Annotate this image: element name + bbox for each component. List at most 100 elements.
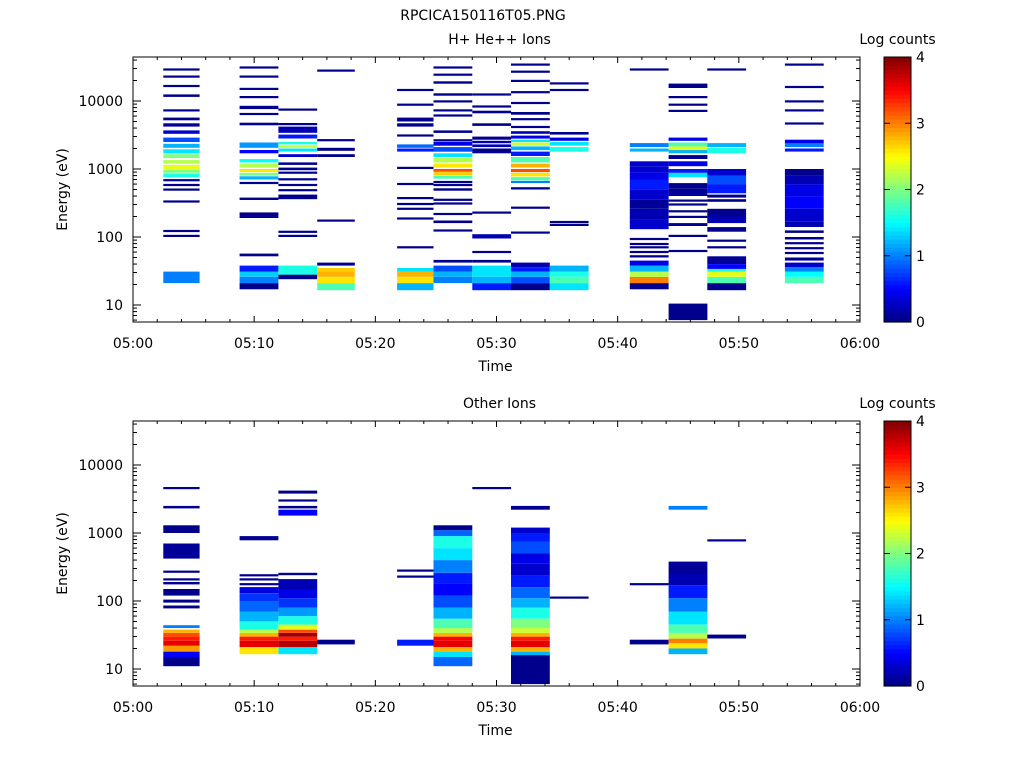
heatmap-cell [163, 487, 200, 490]
colorbar-segment [884, 127, 911, 133]
heatmap-cell [707, 147, 747, 154]
heatmap-cell [784, 100, 824, 103]
heatmap-cell [629, 237, 669, 241]
colorbar-tick-label: 0 [916, 315, 925, 331]
heatmap-cell [629, 199, 669, 209]
heatmap-cell [784, 169, 824, 176]
heatmap-cell [707, 227, 747, 232]
colorbar-segment [884, 309, 911, 315]
panel-title: H+ He++ Ions [448, 32, 551, 48]
heatmap-cell [707, 199, 747, 202]
heatmap-cell [239, 253, 279, 257]
colorbar-segment [884, 247, 911, 253]
colorbar-segment [884, 524, 911, 530]
colorbar-segment [884, 669, 911, 675]
heatmap-cell [163, 188, 200, 191]
heatmap-cell [278, 171, 318, 174]
heatmap-cell [239, 112, 279, 116]
colorbar-segment [884, 143, 911, 149]
colorbar-segment [884, 665, 911, 671]
heatmap-cell [511, 180, 550, 184]
heatmap-cell [433, 657, 473, 667]
x-tick-label: 05:50 [719, 700, 759, 716]
colorbar-segment [884, 69, 911, 75]
heatmap-cell [278, 579, 318, 589]
heatmap-cell [511, 146, 550, 151]
heatmap-cell [239, 574, 279, 577]
colorbar-segment [884, 123, 911, 128]
heatmap-cell [433, 141, 473, 146]
colorbar-segment [884, 110, 911, 116]
colorbar-tick-label: 4 [916, 414, 925, 430]
heatmap-cell [278, 148, 318, 152]
heatmap-cell [629, 179, 669, 190]
colorbar-segment [884, 615, 911, 621]
heatmap-cell [511, 131, 550, 134]
heatmap-cell [163, 271, 200, 284]
heatmap-cell [511, 276, 550, 284]
heatmap-cell [239, 181, 279, 185]
colorbar-segment [884, 507, 911, 513]
colorbar-label: Log counts [859, 32, 935, 48]
heatmap-cell [472, 487, 512, 490]
heatmap-cell [668, 172, 708, 178]
colorbar-segment [884, 570, 911, 575]
colorbar-segment [884, 512, 911, 517]
colorbar-segment [884, 657, 911, 662]
heatmap-cell [549, 147, 589, 152]
colorbar-segment [884, 661, 911, 666]
colorbar-segment [884, 454, 911, 459]
colorbar-segment [884, 478, 911, 484]
heatmap-cell [433, 647, 473, 652]
heatmap-cell [278, 123, 318, 126]
panel-other-ions: Other Ions 05:00 05:10 05:20 05:30 05:40 05:50… [55, 396, 936, 739]
heatmap-cell [239, 283, 279, 290]
colorbar-segment [884, 636, 911, 642]
heatmap-cell [784, 143, 824, 147]
heatmap-cell [629, 250, 669, 254]
heatmap-cell [511, 70, 550, 73]
heatmap-cell [549, 132, 589, 135]
heatmap-cell [784, 221, 824, 227]
y-tick-label: 100 [96, 230, 123, 246]
heatmap-cell [472, 144, 512, 148]
heatmap-cell [511, 112, 550, 115]
heatmap-cell [629, 208, 669, 220]
heatmap-cell [433, 560, 473, 573]
heatmap-cell [397, 575, 434, 578]
x-tick-label: 05:20 [355, 700, 395, 716]
heatmap-cell [433, 180, 473, 184]
heatmap-cell [163, 625, 200, 628]
heatmap-cell [278, 265, 318, 275]
colorbar-segment [884, 578, 911, 584]
colorbar-segment [884, 441, 911, 447]
colorbar-segment [884, 495, 911, 501]
heatmap-cell [668, 624, 708, 633]
y-axis-label: Energy (eV) [55, 148, 71, 231]
heatmap-cell [629, 143, 669, 147]
heatmap-cell [433, 628, 473, 633]
heatmap-cell [433, 198, 473, 201]
heatmap-cell [239, 621, 279, 630]
heatmap-cell [433, 153, 473, 157]
colorbar-segment [884, 536, 911, 542]
heatmap-cell [668, 137, 708, 141]
heatmap-cell [163, 154, 200, 158]
heatmap-cell [163, 200, 200, 203]
heatmap-cell [433, 114, 473, 117]
heatmap-cell [511, 206, 550, 209]
heatmap-cell [433, 172, 473, 176]
heatmap-cell [549, 82, 589, 85]
heatmap-cell [472, 105, 512, 108]
colorbar-segment [884, 623, 911, 629]
heatmap-cell [397, 217, 434, 220]
heatmap-cell [433, 229, 473, 232]
heatmap-cell [239, 593, 279, 601]
heatmap-cell [433, 525, 473, 531]
heatmap-cell [433, 583, 473, 596]
colorbar-segment [884, 628, 911, 633]
heatmap-cell [784, 184, 824, 197]
heatmap-cell [163, 94, 200, 97]
colorbar-tick-label: 3 [916, 116, 925, 132]
